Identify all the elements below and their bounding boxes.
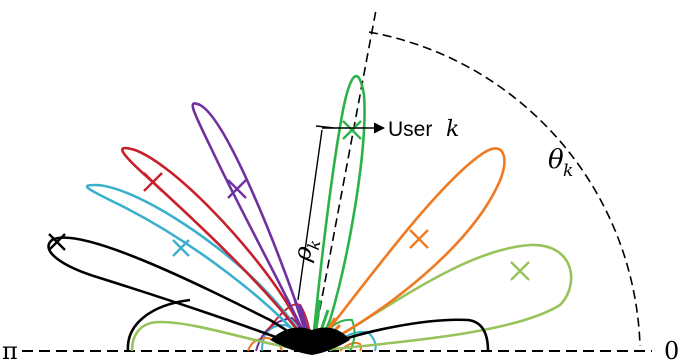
rho-label: ρ — [287, 244, 318, 265]
user-k-label: k — [446, 117, 459, 142]
red-marker — [143, 172, 163, 192]
zero-label: 0 — [664, 337, 679, 362]
black-lobe-foot — [126, 298, 191, 352]
theta-arc — [368, 31, 641, 347]
lightgreen-lobe-left — [130, 320, 313, 353]
origin-blob — [270, 327, 350, 355]
red-lobe — [121, 146, 314, 352]
blue-lobe — [85, 183, 314, 352]
user-direction-line — [311, 9, 377, 352]
theta-subscript: k — [563, 161, 573, 181]
black-lobe-right — [311, 318, 490, 353]
lightgreen-lobe — [311, 243, 573, 353]
orange-lobe — [310, 147, 506, 353]
purple-marker — [227, 179, 247, 199]
pi-label: π — [2, 337, 18, 362]
blue-marker — [172, 239, 190, 257]
rho-line — [297, 129, 323, 301]
black-lobe — [47, 236, 313, 353]
markers — [48, 120, 530, 281]
theta-label: θ — [548, 145, 564, 175]
orange-marker — [409, 229, 429, 249]
green-lobe — [310, 74, 366, 354]
rho-subscript: k — [304, 238, 325, 251]
user-label: User — [388, 118, 432, 141]
black-marker — [48, 233, 66, 251]
green-marker — [342, 120, 362, 140]
lightgreen-marker — [510, 261, 530, 281]
